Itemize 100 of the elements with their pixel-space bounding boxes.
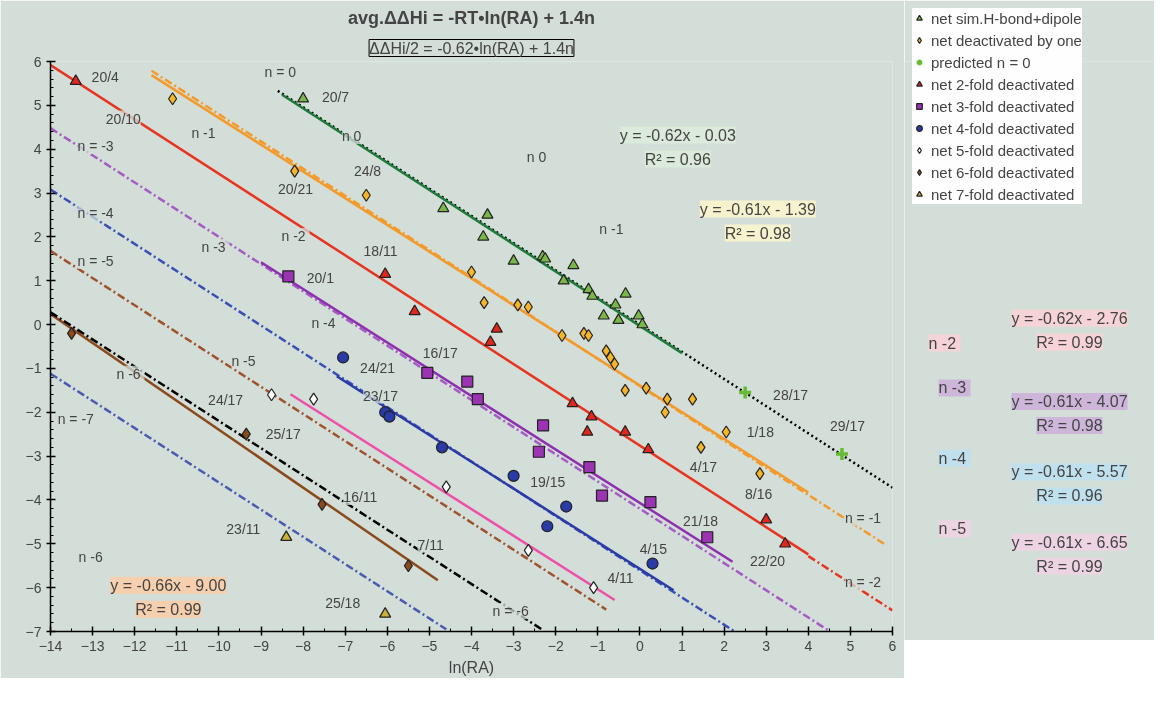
annotation: n = -7: [57, 410, 95, 427]
point: [66, 326, 77, 340]
point: [612, 313, 625, 324]
point: [282, 270, 295, 283]
annotation: n -3: [201, 238, 226, 255]
annotation: n -4: [311, 314, 336, 331]
point: [779, 536, 792, 548]
annotation: 23/11: [226, 521, 261, 538]
x-tick-label: 4: [804, 637, 813, 654]
point: [383, 410, 396, 423]
annotation: 16/11: [343, 488, 378, 505]
x-tick-label: 3: [762, 637, 771, 654]
legend-label: net 7-fold deactivated: [931, 185, 1075, 203]
annotation: n -1: [191, 125, 216, 142]
x-tick-label: −13: [80, 637, 105, 654]
point: [337, 351, 350, 364]
annotation: n = -2: [844, 574, 882, 591]
annotation: n -1: [599, 221, 624, 238]
point: [834, 446, 850, 462]
x-tick-label: −3: [505, 637, 522, 654]
point: [541, 520, 554, 533]
text: n -3: [938, 379, 967, 397]
annotation: 22/20: [749, 552, 786, 569]
legend-label: net 5-fold deactivated: [931, 141, 1075, 159]
point: [490, 322, 503, 333]
annotation: n -5: [231, 352, 256, 369]
annotation: n -6: [78, 548, 103, 565]
point: [507, 254, 520, 265]
point: [662, 392, 672, 406]
y-tick-label: 3: [33, 185, 42, 202]
annotation: 20/21: [278, 180, 314, 197]
annotation: y = -0.62x - 0.03 R² = 0.96: [619, 126, 736, 168]
x-tick-label: −11: [165, 637, 189, 654]
point: [567, 258, 580, 270]
point: [560, 500, 573, 513]
annotation: 4/11: [607, 570, 634, 587]
x-tick-label: −5: [421, 637, 438, 654]
point: [581, 425, 594, 436]
point: [588, 581, 599, 595]
annotation: n = -5: [77, 253, 114, 269]
point: [280, 530, 293, 542]
point: [437, 201, 450, 213]
x-axis-title: ln(RA): [448, 658, 495, 676]
chart-title: avg.ΔΔHi = -RT•ln(RA) + 1.4n: [347, 7, 596, 28]
annotation: 24/8: [353, 163, 382, 180]
text: n -2: [928, 334, 957, 352]
annotation: n -6: [116, 365, 141, 382]
y-tick-label: −6: [25, 579, 42, 596]
y-tick-label: −7: [25, 623, 42, 640]
point: [477, 229, 490, 241]
point: [646, 557, 659, 570]
point: [586, 289, 599, 300]
annotation: 28/17: [773, 386, 809, 403]
point: [660, 405, 670, 419]
point: [421, 366, 434, 379]
point: [619, 286, 632, 298]
point: [755, 467, 765, 481]
point: [441, 480, 451, 494]
annotation: 18/11: [363, 243, 398, 260]
x-tick-label: −8: [295, 637, 312, 654]
legend-label: net 2-fold deactivated: [931, 75, 1075, 93]
point: [721, 425, 731, 439]
annotation: 29/17: [829, 418, 866, 435]
point: [609, 297, 622, 309]
annotation: n = -3: [77, 138, 114, 155]
text: n -5: [938, 520, 967, 538]
point: [760, 512, 773, 524]
legend-label: net 6-fold deactivated: [931, 163, 1075, 181]
text: y = -0.62x - 2.76 R² = 0.99: [1011, 309, 1128, 351]
text: y = -0.61x - 6.65 R² = 0.99: [1011, 533, 1128, 575]
annotation: n 0: [341, 128, 362, 145]
point: [507, 469, 520, 482]
annotation: 1/18: [746, 424, 775, 441]
x-tick-label: −9: [253, 637, 270, 654]
point: [523, 300, 533, 314]
point: [641, 381, 651, 395]
point: [484, 335, 497, 346]
point: [167, 92, 178, 106]
legend-label: net deactivated by one: [931, 31, 1082, 49]
annotation: 20/4: [91, 68, 120, 85]
annotation: 4/15: [639, 540, 668, 557]
point: [696, 440, 706, 454]
y-tick-label: −1: [25, 360, 42, 377]
point: [687, 392, 698, 406]
point: [585, 409, 598, 421]
annotation: 25/18: [325, 594, 361, 611]
y-tick-label: −3: [25, 448, 42, 465]
point: [435, 441, 449, 454]
point: [644, 496, 657, 509]
point: [408, 304, 421, 316]
legend-label: net 4-fold deactivated: [931, 119, 1075, 137]
annotation: n -2: [281, 228, 306, 245]
point: [583, 460, 596, 474]
text: n -4: [938, 449, 967, 467]
annotation: 8/16: [745, 485, 773, 502]
y-tick-label: −5: [25, 535, 42, 552]
x-tick-label: 6: [888, 637, 897, 654]
x-tick-label: 1: [678, 637, 687, 654]
x-tick-label: 2: [720, 637, 729, 654]
point: [523, 543, 533, 557]
